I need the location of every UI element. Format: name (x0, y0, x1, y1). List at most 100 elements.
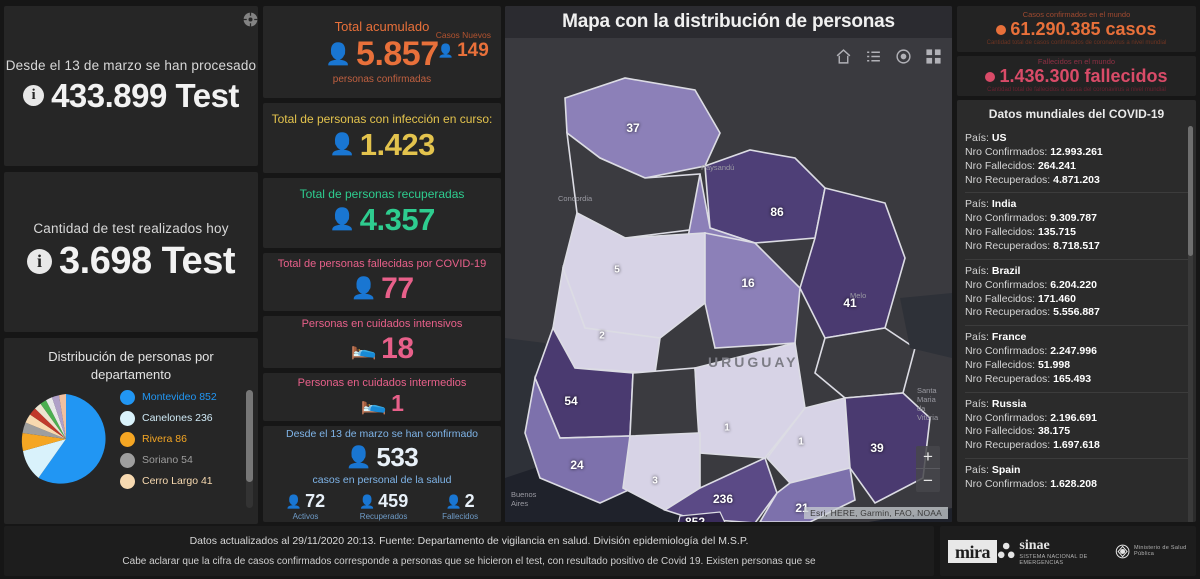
tests-processed-value: 433.899 Test (51, 76, 239, 114)
city-label-paysandu: Paysandú (701, 163, 735, 172)
list-item: País: India Nro Confirmados: 9.309.787 N… (965, 192, 1188, 258)
total-cases-label: Total acumulado (334, 18, 430, 34)
country-confirmed-row: Nro Confirmados: 2.196.691 (965, 412, 1188, 426)
dept-value-tacuarembo[interactable]: 16 (741, 276, 755, 290)
person-icon: 👤 (437, 43, 455, 58)
legend-label-soriano: Soriano 54 (142, 454, 193, 467)
confirmed-label: Nro Confirmados: (965, 411, 1048, 424)
pie-legend-scrollbar[interactable] (246, 390, 253, 508)
legend-item[interactable]: Cerro Largo 41 (120, 473, 217, 489)
legend-swatch-soriano (120, 452, 135, 468)
tests-today-caption: Cantidad de test realizados hoy (33, 221, 229, 236)
person-icon: 👤 (329, 133, 355, 157)
list-item: País: France Nro Confirmados: 2.247.996 … (965, 325, 1188, 391)
map-canvas[interactable]: URUGUAY Concordia Paysandú Melo Santa Ma… (505, 38, 952, 522)
dept-value-rocha[interactable]: 39 (870, 441, 884, 455)
icu-value: 🛌 18 (350, 332, 414, 366)
active-cases-label: Total de personas con infección en curso… (271, 112, 493, 127)
dept-value-durazno[interactable]: 1 (724, 422, 730, 434)
country-name-row: País: India (965, 198, 1188, 212)
department-pie-chart[interactable] (16, 389, 116, 489)
recovered-value: 👤 4.357 (329, 202, 435, 238)
legend-label-cerro-largo: Cerro Largo 41 (142, 475, 213, 488)
country-deaths-row: Nro Fallecidos: 51.998 (965, 359, 1188, 373)
deaths-label: Nro Fallecidos: (965, 292, 1036, 305)
bed-icon: 🛌 (350, 336, 377, 360)
legend-item[interactable]: Rivera 86 (120, 431, 217, 447)
dept-value-montevideo[interactable]: 852 (684, 515, 706, 522)
health-personnel-card: Desde el 13 de marzo se han confirmado 👤… (263, 426, 501, 523)
legend-icon[interactable] (865, 48, 882, 65)
legend-item[interactable]: Montevideo 852 (120, 389, 217, 405)
dept-value-canelones[interactable]: 236 (712, 492, 734, 506)
legend-item[interactable]: Canelones 236 (120, 410, 217, 426)
deaths-value: 171.460 (1037, 292, 1076, 305)
map-zoom-controls[interactable]: + − (916, 446, 940, 492)
map-toolbar[interactable] (835, 48, 942, 65)
deceased-label: Total de personas fallecidas por COVID-1… (277, 257, 487, 270)
country-name-row: País: US (965, 132, 1188, 146)
world-cases-card: Casos confirmados en el mundo 61.290.385… (957, 6, 1196, 52)
country-confirmed-row: Nro Confirmados: 2.247.996 (965, 345, 1188, 359)
dept-value-rio-negro[interactable]: 2 (599, 330, 605, 342)
dept-value-san-jose[interactable]: 3 (652, 475, 658, 487)
confirmed-label: Nro Confirmados: (965, 345, 1048, 358)
confirmed-value: 12.993.261 (1050, 145, 1103, 158)
world-deaths-card: Fallecidos en el mundo 1.436.300 falleci… (957, 56, 1196, 96)
basemap-grid-icon[interactable] (925, 48, 942, 65)
scrollbar-thumb[interactable] (1188, 126, 1193, 256)
health-personnel-label: Desde el 13 de marzo se han confirmado (285, 427, 479, 440)
tests-processed-caption: Desde el 13 de marzo se han procesado (5, 57, 257, 73)
gear-icon[interactable] (243, 12, 258, 27)
dept-value-lavalleja[interactable]: 1 (798, 436, 804, 448)
health-personnel-number: 533 (376, 442, 419, 473)
bed-icon: 🛌 (360, 391, 387, 415)
total-cases-card: Total acumulado 👤 5.857 personas confirm… (263, 6, 501, 99)
country-value: France (991, 331, 1027, 344)
country-name-row: País: Brazil (965, 265, 1188, 279)
dept-value-rivera[interactable]: 86 (770, 205, 784, 219)
zoom-out-button[interactable]: − (923, 470, 933, 490)
home-icon[interactable] (835, 48, 852, 65)
deaths-value: 135.715 (1037, 226, 1076, 239)
health-personnel-sub: casos en personal de la salud (312, 474, 452, 487)
country-label: País: (965, 464, 989, 477)
health-personnel-value: 👤 533 (346, 442, 419, 473)
legend-item[interactable]: Soriano 54 (120, 452, 217, 468)
active-cases-card: Total de personas con infección en curso… (263, 103, 501, 173)
info-icon: i (27, 249, 53, 274)
left-column: Desde el 13 de marzo se han procesado i … (4, 6, 258, 524)
country-confirmed-row: Nro Confirmados: 12.993.261 (965, 146, 1188, 160)
country-recovered-row: Nro Recuperados: 4.871.203 (965, 174, 1188, 188)
dept-value-colonia[interactable]: 24 (570, 458, 584, 472)
deaths-value: 38.175 (1037, 425, 1071, 438)
scrollbar-thumb[interactable] (246, 390, 253, 482)
logo-msp-subtext: Ministerio de Salud Pública (1134, 545, 1187, 557)
dept-value-cerro-largo[interactable]: 41 (843, 296, 857, 310)
person-icon: 👤 (350, 276, 377, 300)
recovered-value: 4.871.203 (1053, 173, 1100, 186)
virus-dot-icon (985, 71, 996, 82)
world-country-list[interactable]: Datos mundiales del COVID-19 País: US Nr… (957, 100, 1196, 522)
country-label: País: (965, 331, 989, 344)
zoom-in-button[interactable]: + (916, 446, 940, 469)
health-recovered-label: Recuperados (359, 512, 408, 522)
country-confirmed-row: Nro Confirmados: 6.204.220 (965, 279, 1188, 293)
locate-icon[interactable] (895, 48, 912, 65)
uruguay-choropleth-map[interactable] (505, 38, 952, 522)
dept-value-artigas[interactable]: 37 (626, 121, 640, 135)
dept-value-paysandu[interactable]: 5 (614, 264, 620, 276)
recovered-label: Nro Recuperados: (965, 439, 1051, 452)
logo-sinae-subtext: SISTEMA NACIONAL DE EMERGENCIAS (1019, 554, 1088, 566)
person-icon: 👤 (445, 493, 462, 509)
health-active-block: 👤 72 Activos (286, 491, 325, 521)
country-deaths-row: Nro Fallecidos: 171.460 (965, 293, 1188, 307)
city-label-buenos-aires: Buenos Aires (511, 490, 537, 508)
country-confirmed-row: Nro Confirmados: 1.628.208 (965, 478, 1188, 492)
deaths-label: Nro Fallecidos: (965, 159, 1036, 172)
health-active-number: 72 (305, 491, 326, 512)
world-list-scrollbar[interactable] (1188, 126, 1193, 522)
dept-value-soriano[interactable]: 54 (564, 394, 578, 408)
logo-msp: Ministerio de Salud Pública (1115, 541, 1188, 562)
deaths-label: Nro Fallecidos: (965, 359, 1036, 372)
